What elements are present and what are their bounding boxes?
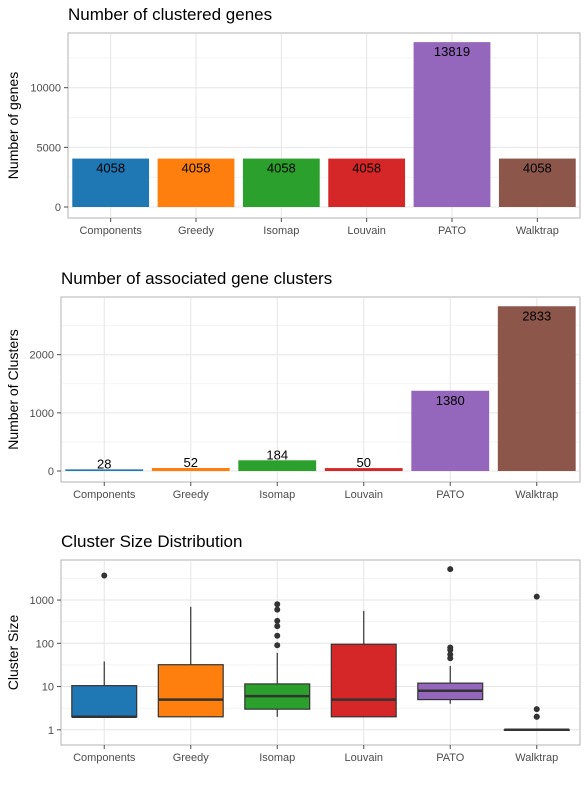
chart-2-title: Number of associated gene clusters [61, 269, 332, 288]
x-tick-label: PATO [438, 225, 467, 237]
bar [151, 467, 230, 471]
chart-1-x-ticks: Components Greedy Isomap Louvain PATO Walktra… [79, 218, 559, 237]
data-label: 4058 [96, 161, 125, 176]
outlier-point [274, 642, 281, 649]
chart-3-y-axis-title: Cluster Size [5, 615, 21, 691]
chart-panel-3: Cluster Size Distribution 1 10 100 1000 Com… [5, 532, 581, 764]
x-tick-label: Louvain [347, 225, 386, 237]
chart-3-title: Cluster Size Distribution [61, 532, 242, 551]
chart-1-y-ticks: 0 5000 10000 [30, 83, 68, 214]
y-tick-label: 5000 [37, 142, 61, 154]
data-label: 184 [266, 447, 288, 462]
chart-1-plot-area [67, 32, 581, 219]
outlier-point [533, 713, 540, 720]
outlier-point [274, 617, 281, 624]
x-tick-label: Greedy [178, 225, 215, 237]
x-tick-label: Louvain [344, 489, 383, 501]
data-label: 52 [184, 455, 198, 470]
data-label: 4058 [267, 161, 296, 176]
x-tick-label: Isomap [259, 489, 295, 501]
chart-1-data-labels: 4058 4058 4058 4058 13819 4058 [96, 44, 552, 175]
y-tick-label: 1 [48, 725, 54, 737]
x-tick-label: Components [73, 752, 136, 764]
data-label: 4058 [182, 161, 211, 176]
outlier-point [274, 601, 281, 608]
bar [324, 468, 403, 471]
y-tick-label: 1000 [30, 595, 54, 607]
y-tick-label: 1000 [30, 408, 54, 420]
data-label: 50 [357, 455, 371, 470]
x-tick-label: Components [73, 489, 136, 501]
chart-3-gridlines [62, 561, 579, 744]
x-tick-label: Walktrap [516, 225, 559, 237]
bar [65, 469, 144, 471]
x-tick-label: Greedy [173, 752, 210, 764]
x-tick-label: PATO [436, 489, 465, 501]
chart-2-gridlines [62, 298, 579, 481]
outlier-point [533, 706, 540, 713]
x-tick-label: Greedy [173, 489, 210, 501]
y-tick-label: 0 [55, 202, 61, 214]
chart-2-data-labels: 28 52 184 50 1380 2833 [97, 308, 551, 471]
outlier-point [274, 606, 281, 613]
bar [238, 460, 317, 471]
x-tick-label: Walktrap [515, 489, 558, 501]
outlier-point [533, 593, 540, 600]
y-tick-label: 2000 [30, 350, 54, 362]
bar [328, 158, 406, 207]
chart-3-x-ticks: Components Greedy Isomap Louvain PATO Walktra… [73, 745, 558, 764]
chart-2-y-axis-title: Number of Clusters [5, 329, 21, 450]
y-tick-label: 10 [42, 682, 54, 694]
chart-panel-1: Number of clustered genes 0 5000 10000 Com… [5, 5, 581, 237]
x-tick-label: Isomap [263, 225, 299, 237]
x-tick-label: Walktrap [515, 752, 558, 764]
chart-2-bars [65, 306, 576, 471]
data-label: 13819 [434, 44, 470, 59]
bar [72, 158, 150, 207]
box [330, 643, 397, 718]
data-label: 2833 [522, 308, 551, 323]
outlier-point [447, 566, 454, 573]
chart-3-y-ticks: 1 10 100 1000 [30, 595, 61, 737]
bar [242, 158, 320, 207]
bar [497, 306, 576, 471]
chart-panel-2: Number of associated gene clusters 0 1000… [5, 269, 581, 501]
box [71, 685, 138, 718]
bar [157, 158, 235, 207]
bar [411, 390, 490, 471]
x-tick-label: Components [79, 225, 142, 237]
x-tick-label: Louvain [344, 752, 383, 764]
chart-3-boxes [71, 566, 570, 732]
data-label: 4058 [523, 161, 552, 176]
outlier-point [274, 632, 281, 639]
chart-2-x-ticks: Components Greedy Isomap Louvain PATO Walktra… [73, 482, 558, 501]
bar [413, 42, 491, 208]
outlier-point [447, 644, 454, 651]
data-label: 4058 [352, 161, 381, 176]
y-tick-label: 100 [36, 638, 54, 650]
data-label: 1380 [436, 393, 465, 408]
outlier-point [447, 651, 454, 658]
chart-2-y-ticks: 0 1000 2000 [30, 350, 61, 478]
x-tick-label: PATO [436, 752, 465, 764]
y-tick-label: 10000 [30, 83, 61, 95]
x-tick-label: Isomap [259, 752, 295, 764]
outlier-point [101, 572, 108, 579]
chart-1-y-axis-title: Number of genes [5, 72, 21, 179]
y-tick-label: 0 [48, 466, 54, 478]
data-label: 28 [97, 456, 111, 471]
chart-1-bars [72, 42, 576, 208]
outlier-point [274, 623, 281, 630]
bar [498, 158, 576, 207]
box [157, 664, 224, 718]
chart-3-plot-area [60, 559, 581, 746]
chart-1-title: Number of clustered genes [68, 5, 272, 24]
chart-2-plot-area [60, 296, 581, 483]
